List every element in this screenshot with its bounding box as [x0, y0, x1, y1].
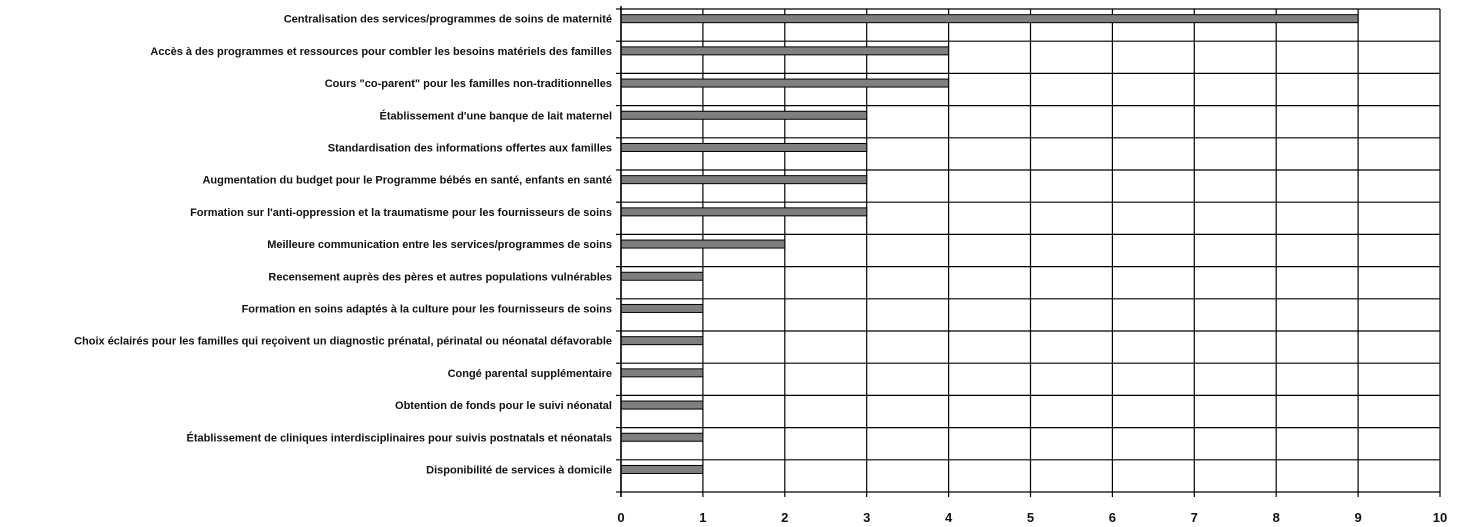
bar	[620, 464, 704, 474]
label-layer: Centralisation des services/programmes d…	[74, 14, 1447, 525]
category-label: Meilleure communication entre les servic…	[267, 239, 612, 251]
category-label: Disponibilité de services à domicile	[426, 464, 612, 476]
x-tick-label: 10	[1433, 510, 1447, 525]
category-label: Augmentation du budget pour le Programme…	[202, 175, 612, 187]
x-tick-label: 7	[1191, 510, 1198, 525]
bar	[620, 368, 704, 378]
bar	[620, 207, 868, 217]
category-label: Obtention de fonds pour le suivi néonata…	[395, 400, 612, 412]
axis-layer	[616, 6, 1441, 497]
bar	[620, 303, 704, 313]
bar	[620, 336, 704, 346]
bar	[620, 432, 704, 442]
category-label: Formation en soins adaptés à la culture …	[242, 303, 612, 315]
category-label: Congé parental supplémentaire	[448, 368, 612, 380]
category-label: Cours "co-parent" pour les familles non-…	[325, 78, 612, 90]
bar-layer	[620, 14, 1359, 474]
x-tick-label: 2	[781, 510, 788, 525]
grid-layer	[620, 8, 1441, 493]
x-tick-label: 4	[945, 510, 953, 525]
bar	[620, 142, 868, 152]
category-label: Centralisation des services/programmes d…	[284, 14, 612, 26]
bar	[620, 14, 1359, 24]
category-label: Accès à des programmes et ressources pou…	[150, 46, 612, 58]
bar	[620, 175, 868, 185]
x-tick-label: 3	[863, 510, 870, 525]
category-label: Standardisation des informations offerte…	[328, 142, 612, 154]
x-tick-label: 5	[1027, 510, 1034, 525]
x-tick-label: 0	[617, 510, 624, 525]
category-label: Établissement de cliniques interdiscipli…	[187, 431, 612, 444]
x-tick-label: 9	[1354, 510, 1361, 525]
bar	[620, 239, 786, 249]
category-label: Recensement auprès des pères et autres p…	[268, 271, 612, 283]
x-tick-label: 6	[1109, 510, 1116, 525]
bar	[620, 400, 704, 410]
x-tick-label: 8	[1273, 510, 1280, 525]
category-label: Formation sur l'anti-oppression et la tr…	[190, 207, 612, 219]
bar	[620, 110, 868, 120]
category-label: Choix éclairés pour les familles qui reç…	[74, 336, 612, 348]
bar	[620, 46, 950, 56]
x-tick-label: 1	[699, 510, 706, 525]
category-label: Établissement d'une banque de lait mater…	[380, 109, 612, 122]
bar	[620, 78, 950, 88]
bar	[620, 271, 704, 281]
